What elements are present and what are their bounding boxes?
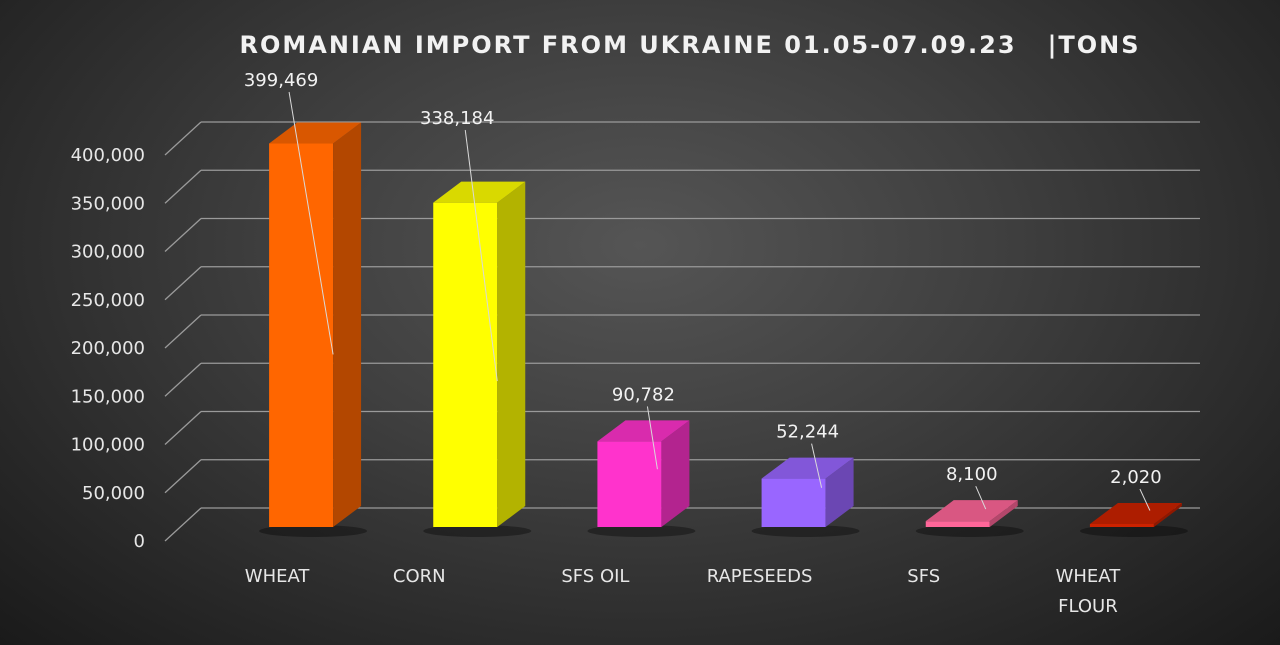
category-label: WHEAT bbox=[245, 566, 311, 587]
bar-side bbox=[497, 181, 526, 527]
data-label: 338,184 bbox=[420, 108, 494, 129]
leader-line bbox=[811, 443, 823, 488]
bar-front bbox=[1089, 524, 1154, 527]
bar-top bbox=[1089, 503, 1182, 524]
bar-front bbox=[761, 478, 826, 527]
bar-front bbox=[433, 202, 498, 527]
category-label: FLOUR bbox=[1058, 596, 1118, 617]
y-tick-label: 150,000 bbox=[71, 386, 145, 407]
bar-shadow bbox=[915, 525, 1024, 537]
y-tick-label: 100,000 bbox=[71, 435, 145, 456]
chart-title: ROMANIAN IMPORT FROM UKRAINE 01.05-07.09… bbox=[239, 31, 1140, 59]
bar-shadow bbox=[423, 525, 532, 537]
category-label: RAPESEEDS bbox=[707, 566, 813, 587]
gridline-side bbox=[164, 362, 202, 397]
bar-top bbox=[433, 181, 526, 203]
bar-side bbox=[333, 122, 362, 527]
bar-top bbox=[597, 420, 690, 442]
leader-line bbox=[464, 129, 498, 382]
bar-side bbox=[661, 420, 690, 527]
leader-line bbox=[1139, 488, 1151, 511]
leader-line bbox=[975, 485, 987, 510]
y-tick-label: 50,000 bbox=[82, 483, 145, 504]
bar-side bbox=[825, 457, 854, 527]
gridline-side bbox=[164, 218, 202, 252]
bar-shadow bbox=[587, 525, 696, 537]
data-label: 2,020 bbox=[1110, 467, 1162, 488]
bar-top bbox=[925, 500, 1018, 522]
y-tick-label: 400,000 bbox=[71, 145, 145, 166]
bar-top bbox=[269, 122, 362, 144]
y-tick-label: 300,000 bbox=[71, 242, 145, 263]
data-label: 399,469 bbox=[244, 70, 318, 91]
gridline-side bbox=[164, 507, 202, 542]
category-label: WHEAT bbox=[1056, 566, 1122, 587]
category-label: SFS OIL bbox=[561, 566, 629, 587]
bar-front bbox=[597, 441, 662, 527]
category-label: CORN bbox=[393, 566, 446, 587]
y-tick-label: 350,000 bbox=[71, 193, 145, 214]
gridline-side bbox=[164, 411, 202, 445]
y-tick-label: 0 bbox=[134, 531, 145, 552]
y-tick-label: 250,000 bbox=[71, 290, 145, 311]
gridline-side bbox=[164, 459, 202, 494]
bar-front bbox=[925, 521, 990, 527]
gridline-side bbox=[164, 266, 202, 301]
bar-shadow bbox=[751, 525, 860, 537]
gridline-side bbox=[164, 314, 202, 349]
bar-front bbox=[269, 143, 334, 527]
bars bbox=[259, 122, 1188, 537]
bar-side bbox=[1153, 503, 1182, 527]
leader-line bbox=[288, 91, 334, 355]
leader-line bbox=[646, 406, 658, 470]
x-axis: WHEAT CORN SFS OIL RAPESEEDS SFS WHEAT FLOUR bbox=[245, 566, 1121, 617]
y-tick-label: 200,000 bbox=[71, 338, 145, 359]
bar-top bbox=[761, 457, 854, 479]
data-label: 52,244 bbox=[776, 422, 839, 443]
data-labels: 399,469 338,184 90,782 52,244 8,100 2,020 bbox=[244, 70, 1162, 511]
bar-shadow bbox=[1079, 525, 1188, 537]
bar-shadow bbox=[259, 525, 368, 537]
data-label: 90,782 bbox=[612, 384, 675, 405]
gridline-side bbox=[164, 121, 202, 156]
data-label: 8,100 bbox=[946, 464, 998, 485]
y-axis: 0 50,000 100,000 150,000 200,000 250,000 300,0… bbox=[71, 145, 145, 552]
category-label: SFS bbox=[907, 566, 940, 587]
gridline-side bbox=[164, 169, 202, 204]
bar-side bbox=[989, 500, 1018, 527]
gridlines bbox=[164, 121, 1200, 542]
